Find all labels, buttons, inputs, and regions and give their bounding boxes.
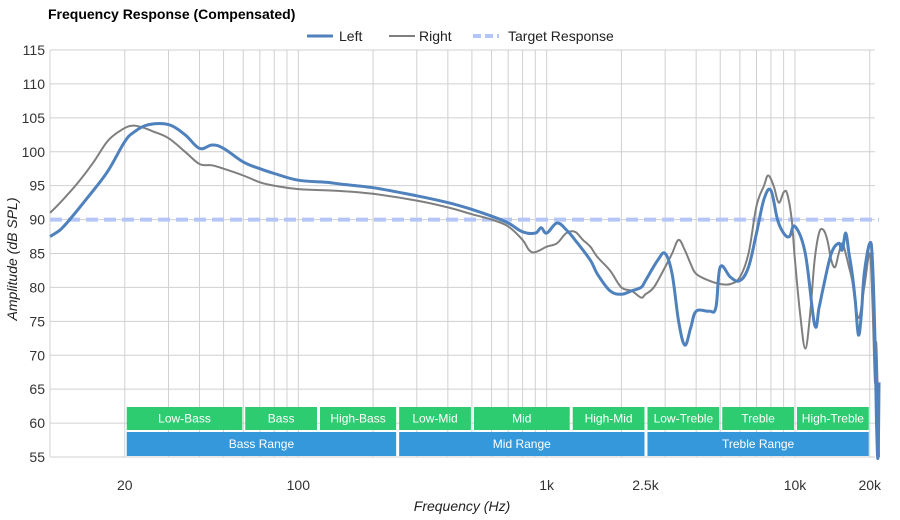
x-tick-label: 2.5k	[632, 477, 659, 493]
y-tick-label: 85	[29, 246, 45, 262]
band-high-bass	[319, 407, 397, 430]
x-tick-label: 10k	[784, 477, 808, 493]
y-tick-label: 90	[29, 212, 45, 228]
band-label: Treble Range	[722, 437, 795, 451]
y-tick-label: 75	[29, 313, 45, 329]
y-tick-label: 115	[23, 42, 46, 58]
y-tick-label: 55	[29, 449, 45, 465]
y-tick-label: 95	[29, 178, 45, 194]
y-tick-label: 60	[29, 415, 45, 431]
band-label: Treble	[741, 412, 775, 426]
band-high-mid	[572, 407, 645, 430]
band-label: Mid	[512, 412, 531, 426]
band-label: High-Mid	[585, 412, 633, 426]
band-label: Low-Mid	[412, 412, 457, 426]
band-label: Low-Bass	[158, 412, 211, 426]
y-axis-ticks: 55 60 65 70 75 80 85 90 95 100 105 110 115	[22, 42, 46, 465]
frequency-bands: Low-Bass Bass High-Bass Low-Mid Mid High-Mid L…	[126, 407, 869, 456]
y-tick-label: 100	[22, 144, 46, 160]
x-tick-label: 1k	[539, 477, 555, 493]
band-mid	[473, 407, 570, 430]
y-tick-label: 110	[23, 76, 46, 92]
band-low-treble	[647, 407, 720, 430]
x-tick-label: 20k	[858, 477, 882, 493]
band-label: Bass	[268, 412, 295, 426]
legend-label: Right	[419, 28, 452, 44]
series-line-left	[49, 121, 881, 460]
y-axis-label: Amplitude (dB SPL)	[4, 198, 20, 322]
series-lines	[49, 121, 881, 460]
x-axis-ticks: 20 100 1k 2.5k 10k 20k	[117, 477, 882, 493]
band-low-bass	[126, 407, 243, 430]
chart-title: Frequency Response (Compensated)	[48, 6, 295, 22]
y-tick-label: 70	[29, 347, 45, 363]
band-label: Bass Range	[229, 437, 295, 451]
x-tick-label: 100	[287, 477, 311, 493]
band-label: Low-Treble	[654, 412, 714, 426]
band-treble	[722, 407, 794, 430]
x-tick-label: 20	[117, 477, 133, 493]
band-treble-range	[647, 432, 869, 456]
legend-label: Left	[339, 28, 362, 44]
band-mid-range	[399, 432, 645, 456]
band-label: High-Treble	[802, 412, 865, 426]
band-bass	[245, 407, 317, 430]
band-label: Mid Range	[493, 437, 551, 451]
x-axis-label: Frequency (Hz)	[414, 498, 510, 514]
band-high-treble	[796, 407, 869, 430]
band-low-mid	[399, 407, 471, 430]
band-bass-range	[126, 432, 397, 456]
band-label: High-Bass	[330, 412, 385, 426]
series-line-right	[49, 124, 880, 458]
y-tick-label: 105	[22, 110, 46, 126]
legend-label: Target Response	[508, 28, 614, 44]
y-tick-label: 65	[29, 381, 45, 397]
legend: Left Right Target Response	[307, 28, 614, 44]
y-tick-label: 80	[29, 279, 45, 295]
